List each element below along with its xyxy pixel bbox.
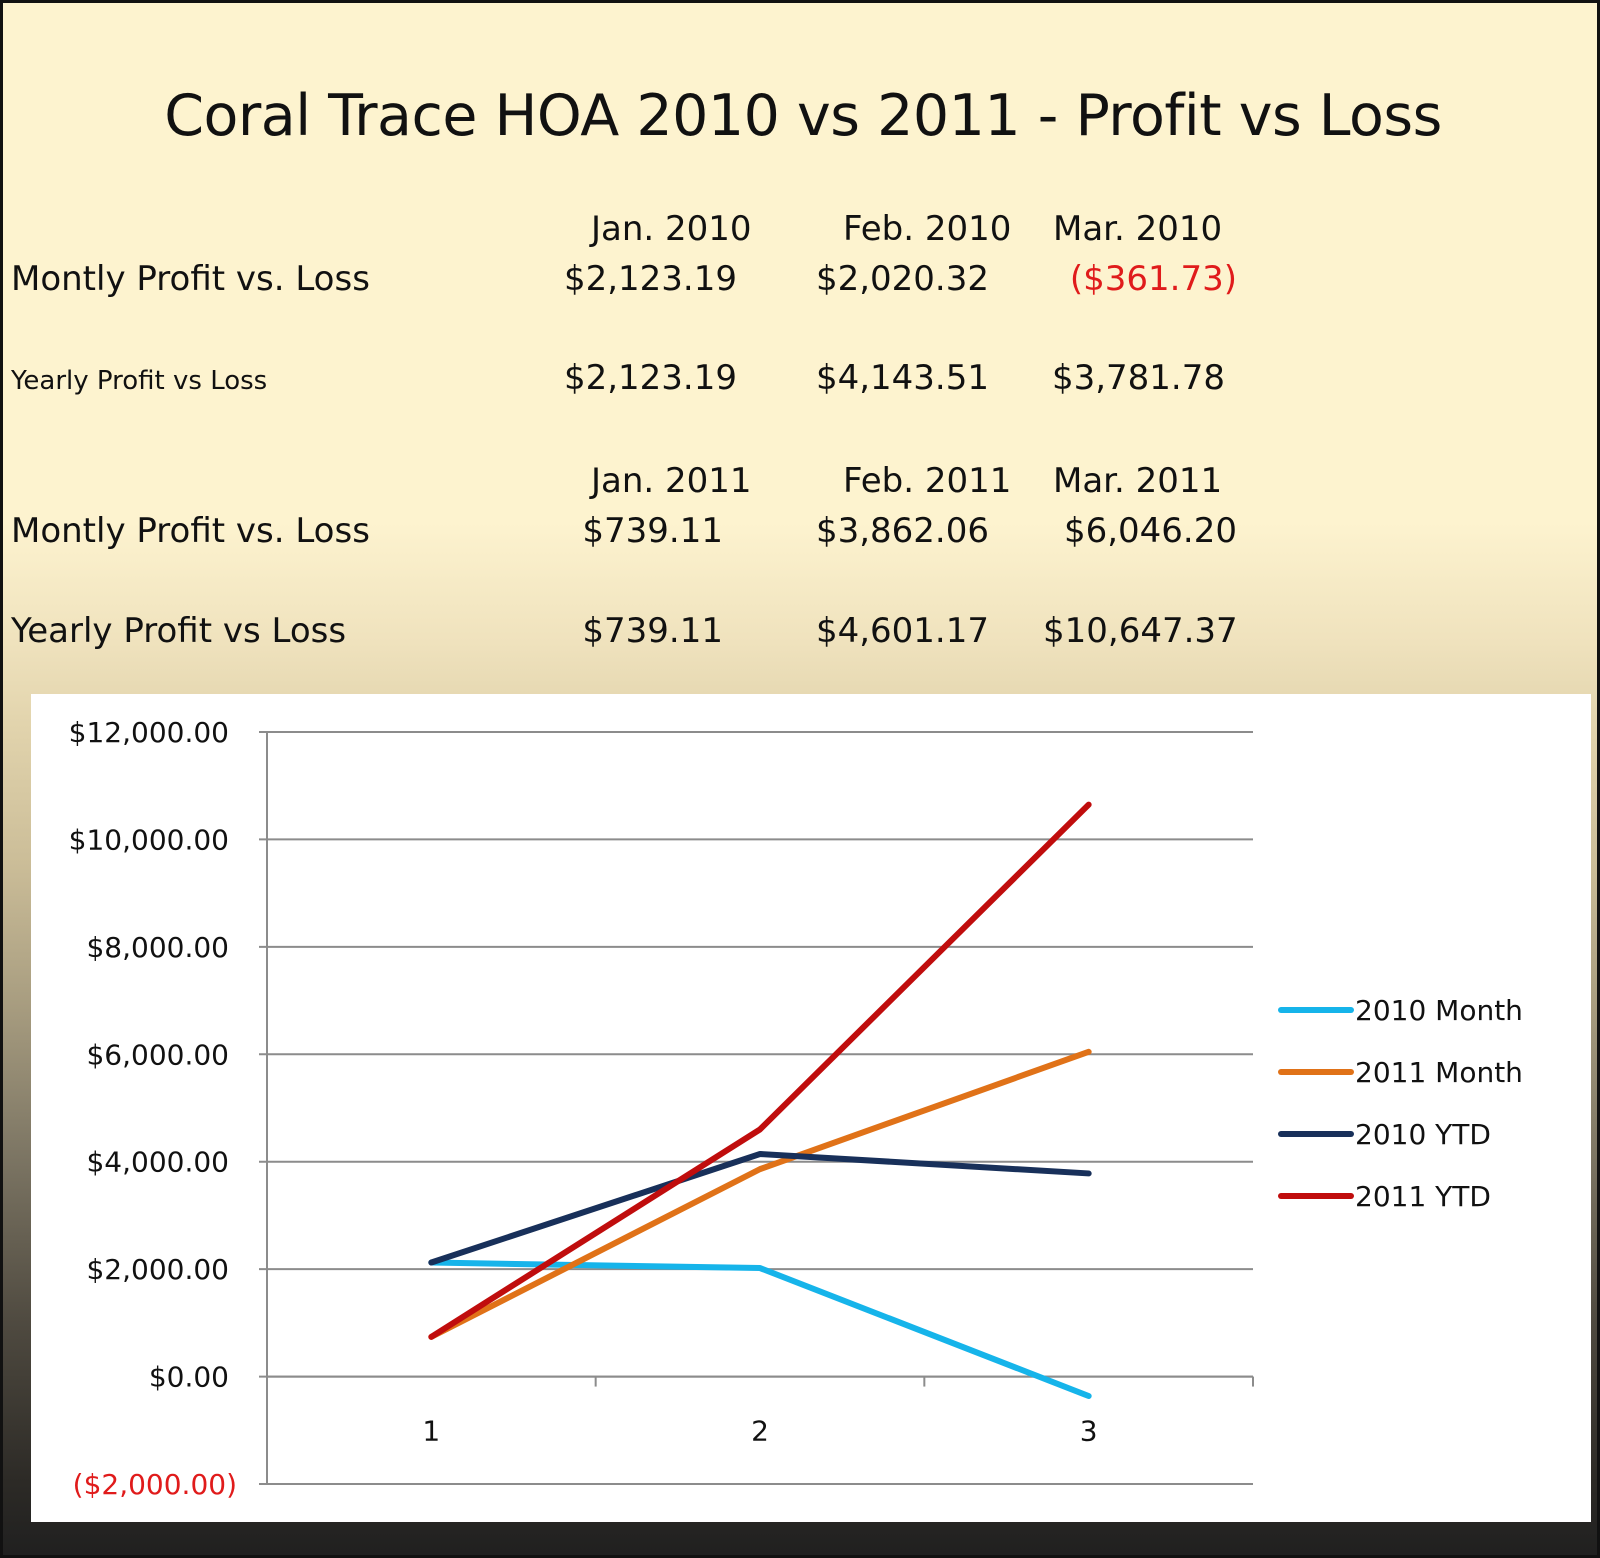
y-tick-label: $10,000.00 bbox=[69, 823, 229, 856]
series-line-2011-ytd bbox=[428, 801, 1092, 1340]
header-mar-2010: Mar. 2010 bbox=[1053, 209, 1223, 249]
series-line-2011-month bbox=[428, 1048, 1092, 1340]
yearly-value-mar-2011: $10,647.37 bbox=[1043, 611, 1238, 651]
x-tick-label: 1 bbox=[422, 1415, 440, 1448]
header-jan-2010: Jan. 2010 bbox=[591, 209, 752, 249]
yearly-value-mar-2010: $3,781.78 bbox=[1051, 358, 1225, 398]
legend-label: 2011 YTD bbox=[1355, 1180, 1491, 1213]
y-tick-label: $8,000.00 bbox=[86, 931, 229, 964]
y-tick-label: $4,000.00 bbox=[86, 1146, 229, 1179]
monthly-value-jan-2011: $739.11 bbox=[582, 511, 723, 551]
y-tick-label: $2,000.00 bbox=[86, 1253, 229, 1286]
monthly-value-mar-2010: ($361.73) bbox=[1069, 259, 1237, 299]
monthly-value-feb-2011: $3,862.06 bbox=[815, 511, 989, 551]
line-chart: $12,000.00 $10,000.00 $8,000.00 $6,000.00 $4… bbox=[69, 716, 1523, 1501]
y-tick-label: $6,000.00 bbox=[86, 1038, 229, 1071]
legend-label: 2011 Month bbox=[1355, 1056, 1523, 1089]
legend-label: 2010 Month bbox=[1355, 994, 1523, 1027]
monthly-value-jan-2010: $2,123.19 bbox=[563, 259, 737, 299]
legend-label: 2010 YTD bbox=[1355, 1118, 1491, 1151]
yearly-value-feb-2010: $4,143.51 bbox=[815, 358, 989, 398]
yearly-value-jan-2010: $2,123.19 bbox=[563, 358, 737, 398]
yearly-label-2010: Yearly Profit vs Loss bbox=[11, 366, 268, 396]
x-tick-label: 3 bbox=[1080, 1415, 1098, 1448]
monthly-label-2010: Montly Profit vs. Loss bbox=[11, 259, 370, 299]
slide-title: Coral Trace HOA 2010 vs 2011 - Profit vs… bbox=[164, 83, 1442, 149]
series-line-2010-ytd bbox=[428, 1151, 1092, 1266]
y-tick-label: $0.00 bbox=[149, 1361, 229, 1394]
chart-area: $12,000.00 $10,000.00 $8,000.00 $6,000.00 $4… bbox=[31, 694, 1591, 1522]
yearly-value-feb-2011: $4,601.17 bbox=[815, 611, 989, 651]
yearly-value-jan-2011: $739.11 bbox=[582, 611, 723, 651]
header-feb-2011: Feb. 2011 bbox=[843, 461, 1012, 501]
header-jan-2011: Jan. 2011 bbox=[591, 461, 752, 501]
y-tick-label: ($2,000.00) bbox=[73, 1468, 237, 1501]
monthly-value-feb-2010: $2,020.32 bbox=[815, 259, 989, 299]
header-feb-2010: Feb. 2010 bbox=[843, 209, 1012, 249]
x-tick-label: 2 bbox=[751, 1415, 769, 1448]
monthly-label-2011: Montly Profit vs. Loss bbox=[11, 511, 370, 551]
header-mar-2011: Mar. 2011 bbox=[1053, 461, 1223, 501]
monthly-value-mar-2011: $6,046.20 bbox=[1063, 511, 1237, 551]
yearly-label-2011: Yearly Profit vs Loss bbox=[11, 611, 347, 651]
y-tick-label: $12,000.00 bbox=[69, 716, 229, 749]
